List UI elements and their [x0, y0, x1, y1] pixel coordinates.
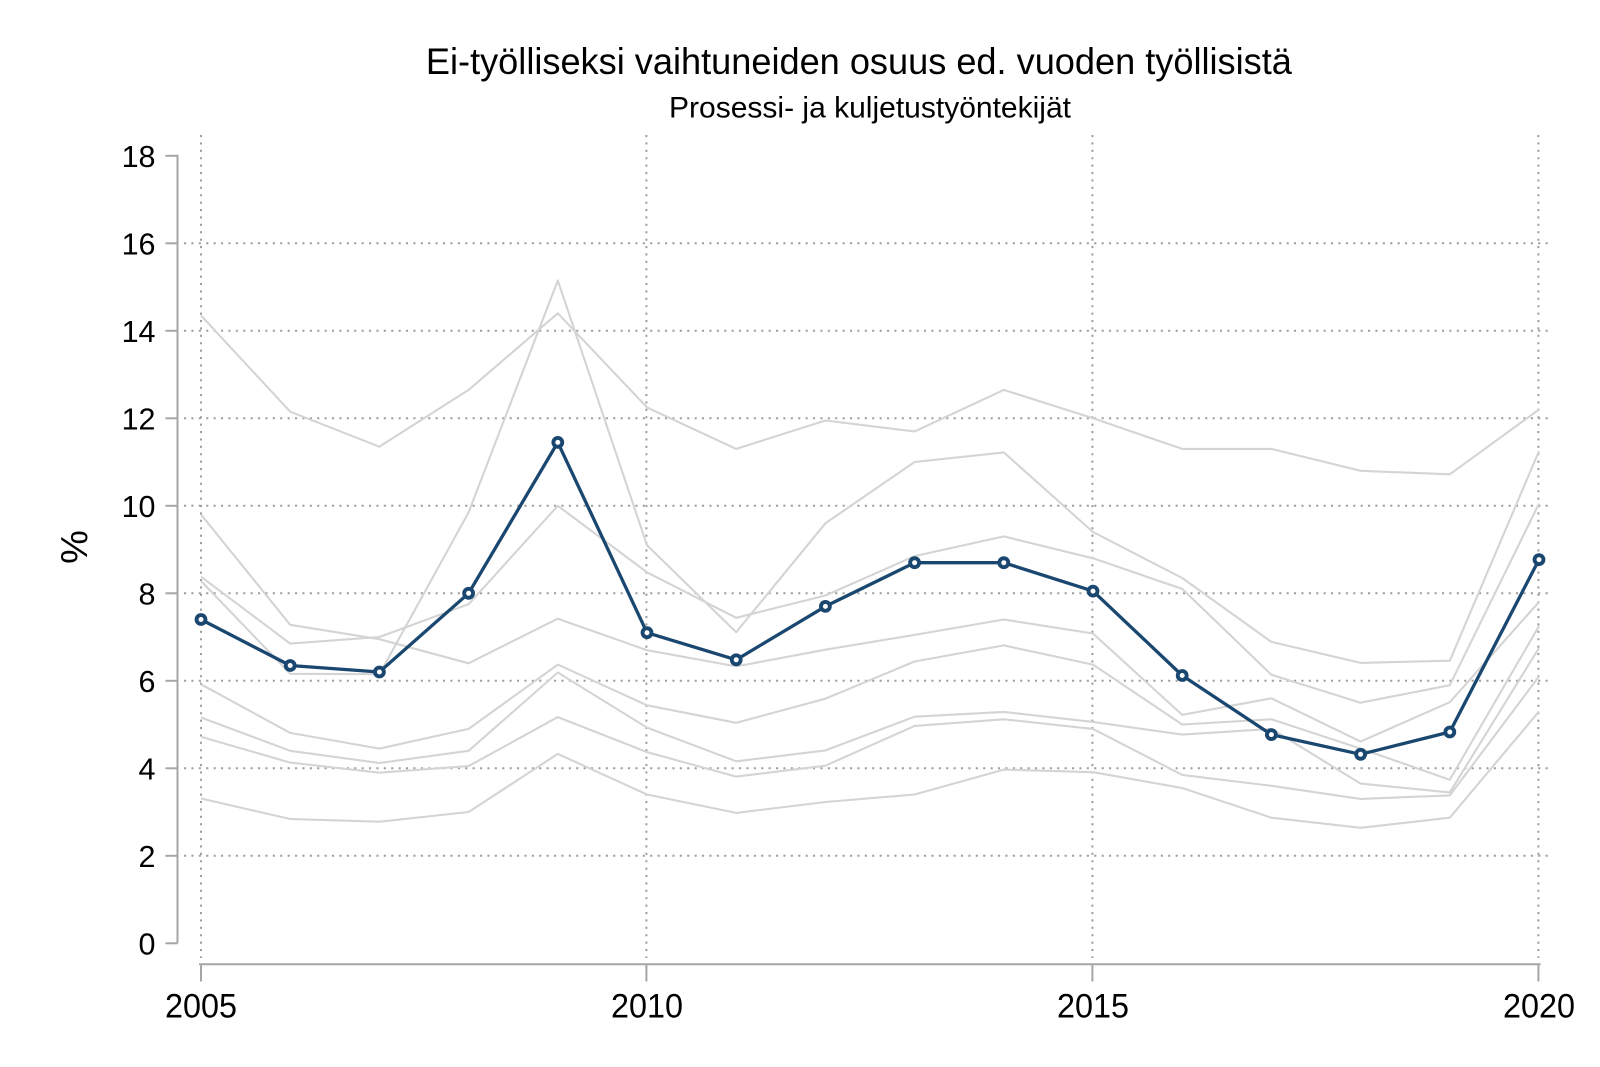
svg-text:18: 18 — [122, 140, 156, 174]
svg-text:2020: 2020 — [1503, 987, 1575, 1025]
svg-text:2005: 2005 — [165, 987, 237, 1025]
svg-text:2015: 2015 — [1057, 987, 1129, 1025]
svg-text:Ei-työlliseksi vaihtuneiden os: Ei-työlliseksi vaihtuneiden osuus ed. vu… — [426, 41, 1293, 82]
svg-text:2010: 2010 — [611, 987, 683, 1025]
svg-text:Prosessi- ja kuljetustyöntekij: Prosessi- ja kuljetustyöntekijät — [669, 92, 1071, 125]
svg-text:8: 8 — [139, 577, 156, 611]
svg-text:0: 0 — [139, 927, 156, 961]
svg-text:6: 6 — [139, 665, 156, 699]
svg-text:16: 16 — [122, 227, 156, 261]
svg-text:12: 12 — [122, 402, 156, 436]
svg-text:14: 14 — [122, 315, 156, 349]
svg-text:2: 2 — [139, 840, 156, 874]
svg-text:10: 10 — [122, 490, 156, 524]
svg-text:4: 4 — [139, 752, 156, 786]
svg-text:%: % — [54, 530, 96, 564]
